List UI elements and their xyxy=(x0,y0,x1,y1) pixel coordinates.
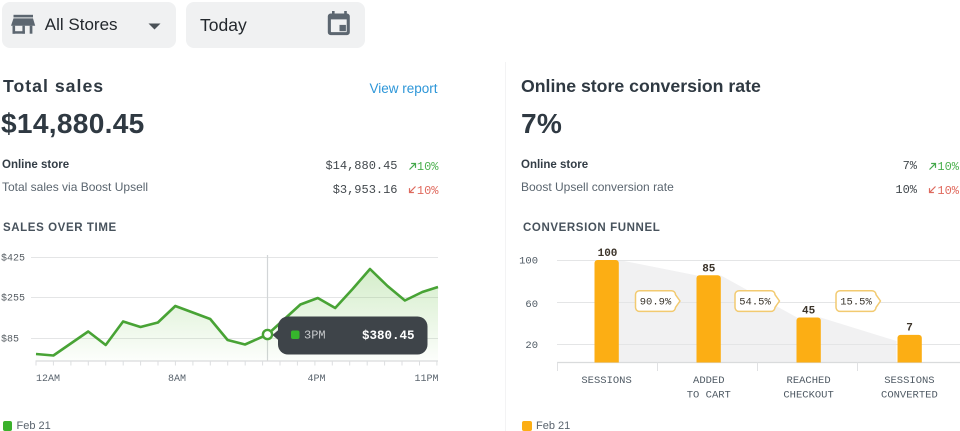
svg-text:$255: $255 xyxy=(1,293,25,305)
svg-text:CHECKOUT: CHECKOUT xyxy=(783,389,833,401)
svg-text:20: 20 xyxy=(525,340,538,352)
svg-text:7: 7 xyxy=(906,323,913,335)
svg-text:3PM: 3PM xyxy=(304,329,326,343)
svg-text:90.9%: 90.9% xyxy=(640,297,672,309)
svg-text:SESSIONS: SESSIONS xyxy=(884,375,934,387)
svg-text:85: 85 xyxy=(702,263,716,275)
svg-text:TO CART: TO CART xyxy=(687,389,731,401)
svg-text:$85: $85 xyxy=(1,334,19,346)
svg-text:54.5%: 54.5% xyxy=(739,297,771,309)
svg-text:ADDED: ADDED xyxy=(693,375,725,387)
svg-text:60: 60 xyxy=(525,299,538,311)
svg-text:45: 45 xyxy=(802,306,816,318)
svg-text:11PM: 11PM xyxy=(414,374,438,385)
svg-text:$380.45: $380.45 xyxy=(362,329,415,343)
svg-text:$425: $425 xyxy=(1,253,25,265)
svg-text:SESSIONS: SESSIONS xyxy=(581,375,631,387)
svg-text:8AM: 8AM xyxy=(168,374,186,385)
svg-text:15.5%: 15.5% xyxy=(840,297,872,309)
svg-text:4PM: 4PM xyxy=(307,374,325,385)
svg-text:12AM: 12AM xyxy=(36,374,60,385)
svg-text:100: 100 xyxy=(598,248,618,260)
svg-text:REACHED: REACHED xyxy=(787,375,831,387)
svg-text:100: 100 xyxy=(519,256,538,268)
svg-text:CONVERTED: CONVERTED xyxy=(881,389,938,401)
